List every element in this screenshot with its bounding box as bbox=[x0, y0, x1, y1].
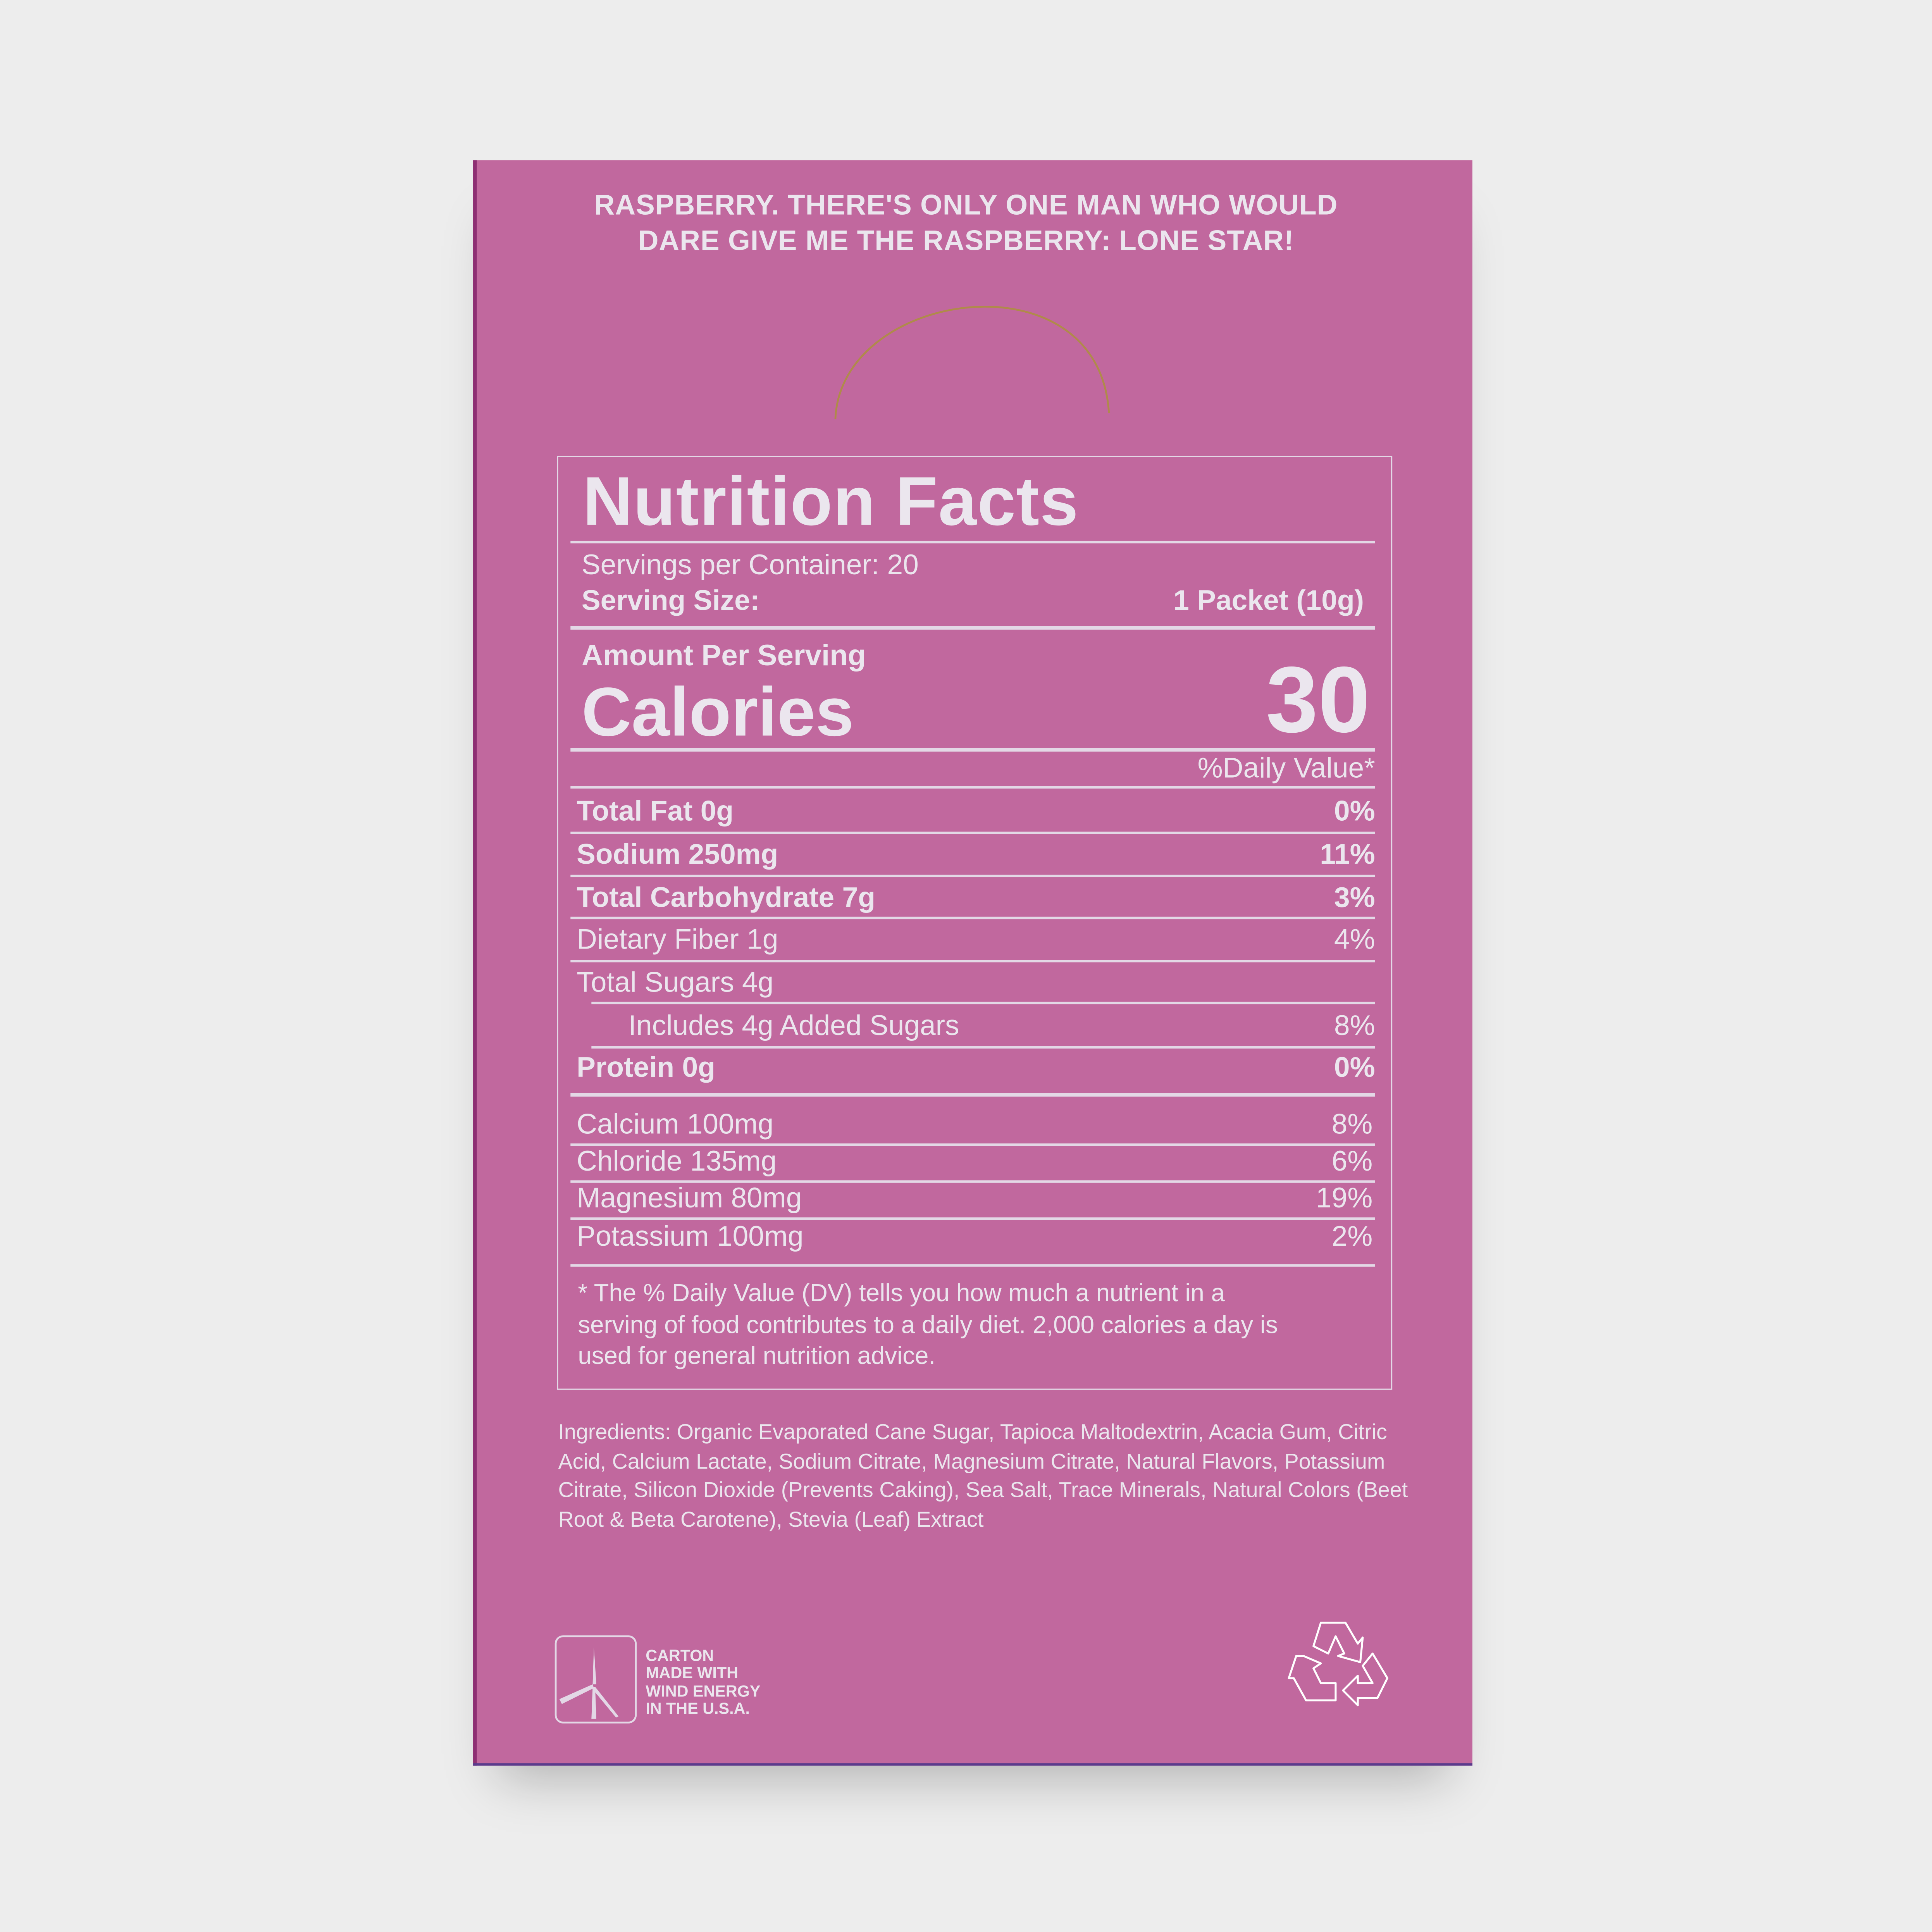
mineral-label: Chloride 135mg bbox=[577, 1145, 777, 1177]
footnote-line: serving of food contributes to a daily d… bbox=[578, 1311, 1278, 1339]
badge-line: IN THE U.S.A. bbox=[646, 1699, 750, 1718]
amount-per-serving: Amount Per Serving bbox=[581, 639, 866, 673]
divider bbox=[591, 1046, 1375, 1048]
nutrient-dv: 11% bbox=[1320, 838, 1375, 870]
calories-label: Calories bbox=[581, 673, 854, 751]
divider bbox=[570, 1143, 1375, 1145]
mineral-dv: 6% bbox=[1331, 1145, 1373, 1177]
nutrient-dv: 8% bbox=[1334, 1009, 1375, 1041]
divider bbox=[570, 1264, 1375, 1266]
divider bbox=[570, 916, 1375, 919]
nutrition-title: Nutrition Facts bbox=[583, 462, 1079, 540]
divider bbox=[570, 748, 1375, 752]
footnote-line: * The % Daily Value (DV) tells you how m… bbox=[578, 1280, 1225, 1307]
nutrient-label: Sodium 250mg bbox=[577, 838, 778, 870]
badge-line: WIND ENERGY bbox=[646, 1681, 761, 1700]
nutrient-label: Protein 0g bbox=[577, 1051, 715, 1083]
ingredients-text: Ingredients: Organic Evaporated Cane Sug… bbox=[558, 1419, 1408, 1532]
badge-line: CARTON bbox=[646, 1646, 714, 1665]
divider bbox=[570, 960, 1375, 962]
calories-value: 30 bbox=[1266, 648, 1370, 753]
mineral-label: Magnesium 80mg bbox=[577, 1181, 802, 1214]
footnote-line: used for general nutrition advice. bbox=[578, 1343, 936, 1370]
nutrient-dv: 0% bbox=[1334, 794, 1375, 827]
mineral-label: Potassium 100mg bbox=[577, 1220, 804, 1252]
divider bbox=[570, 541, 1375, 543]
nutrient-dv: 4% bbox=[1334, 923, 1375, 955]
divider bbox=[570, 1093, 1375, 1097]
nutrient-label: Dietary Fiber 1g bbox=[577, 923, 778, 955]
wind-turbine-icon bbox=[554, 1635, 637, 1724]
mineral-dv: 19% bbox=[1316, 1181, 1373, 1214]
hang-tab-cutout bbox=[834, 306, 1110, 419]
nutrient-label: Total Carbohydrate 7g bbox=[577, 881, 875, 913]
nutrient-dv: 3% bbox=[1334, 881, 1375, 913]
divider bbox=[570, 875, 1375, 877]
nutrient-label: Total Fat 0g bbox=[577, 794, 734, 827]
recycle-icon bbox=[1288, 1622, 1388, 1706]
nutrient-label: Total Sugars 4g bbox=[577, 966, 774, 998]
badge-line: MADE WITH bbox=[646, 1663, 739, 1682]
nutrient-label: Includes 4g Added Sugars bbox=[628, 1009, 959, 1041]
carton-badge-text: CARTON MADE WITH WIND ENERGY IN THE U.S.… bbox=[646, 1646, 761, 1718]
carton-back-panel bbox=[473, 160, 1472, 1766]
daily-value-footnote: * The % Daily Value (DV) tells you how m… bbox=[578, 1279, 1278, 1373]
nutrition-facts-panel bbox=[557, 456, 1393, 1390]
divider bbox=[591, 1002, 1375, 1004]
mineral-dv: 2% bbox=[1331, 1220, 1373, 1252]
mineral-dv: 8% bbox=[1331, 1107, 1373, 1140]
divider bbox=[570, 786, 1375, 788]
mineral-label: Calcium 100mg bbox=[577, 1107, 774, 1140]
tagline-line-1: RASPBERRY. THERE'S ONLY ONE MAN WHO WOUL… bbox=[594, 188, 1338, 221]
servings-per-container: Servings per Container: 20 bbox=[581, 548, 919, 580]
nutrient-dv: 0% bbox=[1334, 1051, 1375, 1083]
divider bbox=[570, 626, 1375, 630]
divider bbox=[570, 832, 1375, 834]
divider bbox=[570, 1180, 1375, 1183]
divider bbox=[570, 1217, 1375, 1219]
serving-size-label: Serving Size: bbox=[581, 584, 760, 616]
serving-size-value: 1 Packet (10g) bbox=[1173, 584, 1364, 616]
daily-value-header: %Daily Value* bbox=[1197, 751, 1375, 784]
tagline-line-2: DARE GIVE ME THE RASPBERRY: LONE STAR! bbox=[638, 224, 1294, 257]
